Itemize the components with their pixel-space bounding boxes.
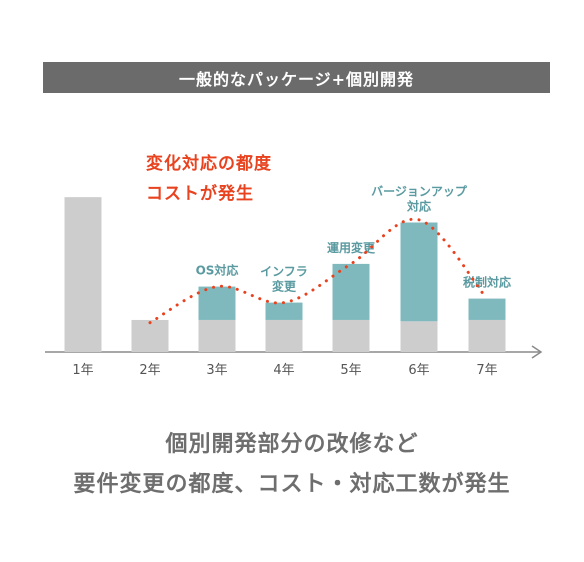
- bar-1-segment-3: [64, 197, 102, 352]
- bar-7-segment-1: [468, 319, 506, 352]
- bar-label-6-line-2: 対応: [406, 199, 431, 214]
- x-tick-label-6: 6年: [408, 363, 429, 378]
- annotation-line-2: コストが発生: [146, 183, 254, 204]
- caption-line-2: 要件変更の都度、コスト・対応工数が発生: [73, 472, 511, 497]
- bar-4-segment-1: [265, 319, 303, 352]
- bar-4-segment-2: [265, 302, 303, 320]
- caption-line-1: 個別開発部分の改修など: [165, 432, 419, 457]
- x-tick-label-2: 2年: [139, 363, 160, 378]
- x-tick-label-1: 1年: [72, 363, 93, 378]
- bar-2-segment-1: [131, 319, 169, 352]
- bar-label-4-line-1: インフラ: [260, 265, 308, 279]
- x-tick-label-5: 5年: [340, 363, 361, 378]
- bar-6-segment-1: [400, 321, 438, 352]
- bar-label-7-line-1: 税制対応: [463, 275, 511, 290]
- bar-5-segment-1: [332, 319, 370, 352]
- chart-title-banner: 一般的なパッケージ+個別開発: [43, 62, 550, 93]
- x-tick-label-7: 7年: [476, 363, 497, 378]
- bar-label-6-line-1: バージョンアップ: [371, 184, 468, 199]
- x-tick-label-4: 4年: [273, 363, 294, 378]
- bar-6-segment-2: [400, 222, 438, 322]
- bar-label-5-line-1: 運用変更: [327, 240, 376, 255]
- x-axis-arrow: [531, 345, 543, 359]
- bar-5-segment-2: [332, 263, 370, 320]
- cost-trend-dotted-line: [148, 217, 489, 325]
- bar-label-3-line-1: OS対応: [196, 263, 239, 278]
- bar-label-4-line-2: 変更: [272, 279, 297, 294]
- bar-3-segment-2: [198, 286, 236, 320]
- annotation-line-1: 変化対応の都度: [146, 153, 272, 174]
- x-tick-label-3: 3年: [206, 363, 227, 378]
- bar-7-segment-2: [468, 298, 506, 320]
- bar-3-segment-1: [198, 319, 236, 352]
